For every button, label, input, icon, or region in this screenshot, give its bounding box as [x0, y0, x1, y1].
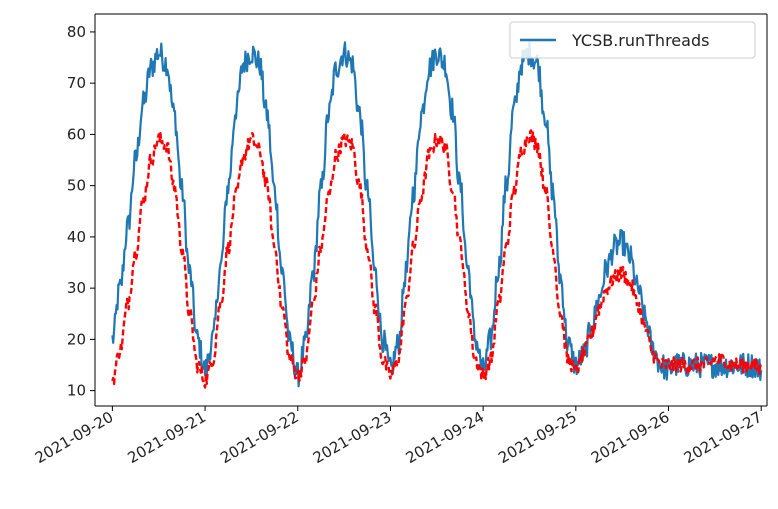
y-tick-label: 70: [67, 74, 86, 92]
series-layer: [111, 40, 763, 389]
axes-layer: [94, 13, 768, 407]
y-tick-label: 80: [67, 23, 86, 41]
y-tick-label: 30: [67, 279, 86, 297]
y-tick-label: 10: [67, 382, 86, 400]
legend: YCSB.runThreads: [509, 21, 756, 59]
y-tick-label: 60: [67, 125, 86, 143]
y-tick-label: 40: [67, 228, 86, 246]
legend-label: YCSB.runThreads: [571, 31, 709, 50]
series-line-1: [111, 40, 763, 388]
y-tick-label: 50: [67, 177, 86, 195]
legend-box: [509, 21, 756, 59]
series-line-2: [111, 129, 763, 389]
y-tick-label: 20: [67, 330, 86, 348]
